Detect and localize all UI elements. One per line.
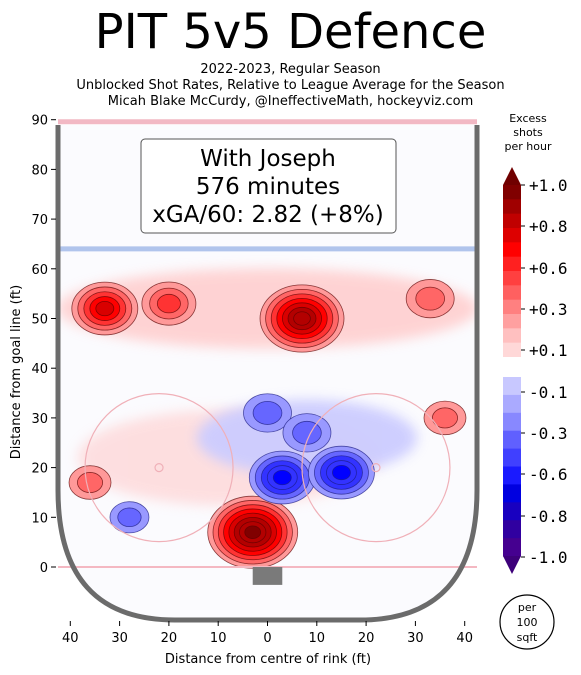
info-line-xga: xGA/60: 2.82 (+8%) [152,202,383,228]
colorbar-ticks: +1.0 +0.8 +0.6 +0.3 +0.1 -0.1 -0.3 -0.6 -0.8 -1.0 [521,176,568,567]
colorbar-band-red-4 [503,242,521,258]
colorbar-extend-top [503,167,521,185]
faceoff-dot-left [154,463,164,473]
info-line-player: With Joseph [200,146,336,172]
x-tick-label-5: 10 [309,631,326,646]
boards [55,125,480,623]
colorbar-tick-label-1: +0.8 [529,217,568,236]
units-badge: per 100 sqft [499,594,555,650]
x-tick-label-0: 40 [62,631,79,646]
subtitle-season: 2022-2023, Regular Season [200,62,381,77]
subtitle-author: Micah Blake McCurdy, @IneffectiveMath, h… [107,94,474,109]
colorbar-band-red-0 [503,185,521,200]
colorbar-band-blue-1 [503,394,521,414]
y-axis-label: Distance from goal line (ft) [9,285,24,459]
y-tick-label-6: 60 [31,263,48,278]
x-tick-label-3: 10 [210,631,227,646]
hot-contour-4-7 [244,525,262,539]
cold-contour-0-1 [252,401,283,425]
y-tick-label-2: 20 [31,462,48,477]
colorbar-band-red-3 [503,228,521,243]
hot-contour-5-1 [77,472,104,493]
colorbar-tick-label-8: -0.8 [529,507,568,526]
y-tick-label-0: 0 [40,561,48,576]
y-tick-label-7: 70 [31,213,48,228]
y-tick-label-4: 40 [31,362,48,377]
y-tick-label-3: 30 [31,412,48,427]
cold-contour-3-4 [332,464,351,481]
hot-contour-2-6 [293,311,311,326]
colorbar-band-red-5 [503,256,521,272]
colorbar-band-blue-7 [503,502,521,521]
faceoff-dot-right [371,463,381,473]
colorbar-band-red-7 [503,285,521,301]
badge-line2: 100 [517,616,538,629]
colorbar-band-blue-5 [503,466,521,485]
colorbar-band-red-11 [503,342,521,358]
colorbar-tick-label-9: -1.0 [529,548,568,567]
faceoff-circle-left [84,393,234,543]
colorbar-band-red-8 [503,299,521,315]
colorbar-band-blue-0 [503,377,521,396]
x-tick-label-7: 30 [407,631,424,646]
axes: 40 30 20 10 0 10 20 30 40 0 10 20 30 40 50 60 70 80 90 Dist… [9,114,473,667]
colorbar-band-blue-6 [503,484,521,503]
colorbar-title-line1: Excess [509,112,547,125]
colorbar-band-red-10 [503,328,521,344]
colorbar-tick-label-4: +0.1 [529,341,568,360]
colorbar-bands [503,167,521,574]
cold-contour-4-1 [117,507,142,528]
colorbar-band-red-6 [503,271,521,286]
rink-markings [55,119,480,623]
colorbar-title-line2: shots [513,126,543,139]
chart-title: PIT 5v5 Defence [94,4,487,60]
badge-line1: per [518,601,537,614]
colorbar-tick-label-6: -0.3 [529,424,568,443]
x-tick-label-1: 30 [111,631,128,646]
colorbar-band-neutral [503,357,521,377]
colorbar-tick-label-2: +0.6 [529,259,568,278]
y-tick-label-1: 10 [31,511,48,526]
x-axis-label: Distance from centre of rink (ft) [165,652,371,667]
colorbar: Excess shots per hour +1.0 +0.8 +0.6 +0.3 +0… [503,112,568,574]
hot-contour-7-1 [431,407,458,429]
x-tick-label-8: 40 [456,631,473,646]
colorbar-tick-label-0: +1.0 [529,176,568,195]
colorbar-band-blue-4 [503,448,521,467]
subtitle-description: Unblocked Shot Rates, Relative to League… [76,78,505,93]
hot-contour-3-1 [415,286,445,311]
colorbar-extend-bottom [503,556,521,574]
hot-contour-0-4 [95,300,115,317]
info-box: With Joseph 576 minutes xGA/60: 2.82 (+8… [140,138,397,234]
goal-net [252,567,283,585]
cold-contour-2-4 [272,469,292,486]
colorbar-band-red-9 [503,314,521,329]
colorbar-tick-label-5: -0.1 [529,383,568,402]
x-tick-label-2: 20 [161,631,178,646]
x-tick-label-6: 20 [358,631,375,646]
faceoff-circle-right [301,393,451,543]
hot-contour-1-2 [156,293,181,314]
colorbar-band-red-2 [503,213,521,229]
info-line-minutes: 576 minutes [196,174,340,200]
colorbar-band-blue-8 [503,520,521,539]
colorbar-tick-label-7: -0.6 [529,465,568,484]
y-tick-label-8: 80 [31,163,48,178]
badge-line3: sqft [517,631,538,644]
colorbar-band-blue-3 [503,430,521,450]
colorbar-band-red-1 [503,199,521,215]
y-tick-label-5: 50 [31,313,48,328]
colorbar-band-blue-9 [503,538,521,557]
colorbar-title-line3: per hour [505,140,552,153]
y-tick-label-9: 90 [31,114,48,129]
colorbar-tick-label-3: +0.3 [529,300,568,319]
colorbar-band-blue-2 [503,412,521,432]
x-tick-label-4: 0 [263,631,271,646]
